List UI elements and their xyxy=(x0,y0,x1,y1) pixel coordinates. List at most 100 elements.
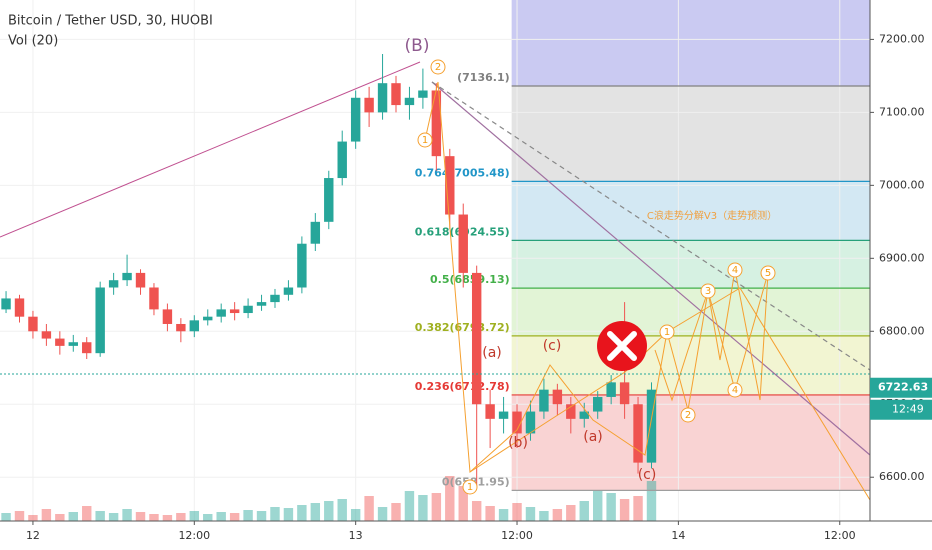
close-icon[interactable] xyxy=(597,321,647,371)
wave-number: 2 xyxy=(435,62,441,73)
wave-label: (a) xyxy=(583,429,603,445)
candle-body xyxy=(283,287,294,295)
volume-bar xyxy=(498,509,509,521)
wave-line xyxy=(424,81,769,474)
fib-zone xyxy=(511,181,870,241)
candle-body xyxy=(485,404,495,419)
volume-bar xyxy=(68,512,78,521)
volume-bar xyxy=(566,505,576,521)
candle-body xyxy=(404,97,415,106)
fib-zone xyxy=(511,335,870,395)
fib-label: 0.5(6859.13) xyxy=(430,273,510,286)
fib-label: 0.764(7005.48) xyxy=(415,166,510,179)
candles xyxy=(1,53,657,489)
price-tag-label: 6722.63 xyxy=(878,381,928,394)
candle-body xyxy=(189,320,200,332)
candle-body xyxy=(539,389,549,412)
volume-bar xyxy=(512,503,522,521)
volume-bar xyxy=(82,506,92,521)
volume-bar xyxy=(404,491,415,521)
volume-bar xyxy=(391,503,401,521)
x-tick-label: 12 xyxy=(26,529,40,542)
candle-body xyxy=(512,411,522,434)
candle-body xyxy=(28,316,38,332)
subtitle: Vol (20) xyxy=(8,34,58,49)
candle-body xyxy=(256,302,267,306)
trend-line xyxy=(0,61,421,238)
candle-body xyxy=(135,272,146,288)
candle-body xyxy=(149,287,159,310)
candle-body xyxy=(324,178,334,222)
candle-body xyxy=(243,305,253,314)
candle-body xyxy=(162,309,173,324)
x-tick-label: 13 xyxy=(349,529,363,542)
volume-bar xyxy=(418,495,428,521)
fib-zone xyxy=(511,0,870,87)
volume-bar xyxy=(149,514,159,521)
candle-body xyxy=(68,342,78,346)
wave-label: (a) xyxy=(482,345,502,361)
fib-zones xyxy=(511,0,870,491)
volume-bar xyxy=(297,505,307,521)
price-tag xyxy=(870,377,932,398)
volume-bar xyxy=(646,481,657,521)
volume-bar xyxy=(592,491,603,521)
volume-bar xyxy=(135,512,146,521)
candle-body xyxy=(619,382,630,405)
y-tick-label: 6800.00 xyxy=(879,324,925,337)
candle-body xyxy=(633,404,643,463)
candle-body xyxy=(55,338,65,346)
fib-lines: 0(6581.95) 0.236(6712.78) 0.382(6793.72) 0.… xyxy=(415,71,870,491)
candle-body xyxy=(458,214,468,273)
candle-body xyxy=(364,97,374,113)
y-tick-label: 6600.00 xyxy=(879,470,925,483)
volume-bar xyxy=(485,506,495,521)
volume xyxy=(1,476,657,521)
x-tick-label: 12:00 xyxy=(178,529,210,542)
wave-number: 3 xyxy=(705,286,711,297)
candle-body xyxy=(592,396,603,412)
y-tick-label: 6900.00 xyxy=(879,251,925,264)
fib-label: 0(6581.95) xyxy=(442,475,510,488)
note: C浪走势分解V3（走势预测） xyxy=(647,209,777,222)
volume-bar xyxy=(283,508,294,521)
volume-bar xyxy=(256,511,267,521)
fib-zone xyxy=(511,86,870,182)
volume-bar xyxy=(28,515,38,521)
price-axis xyxy=(870,0,932,550)
wave-label: (b) xyxy=(508,435,528,451)
volume-bar xyxy=(552,509,563,521)
candle-body xyxy=(122,272,132,281)
fib-label: (7136.1) xyxy=(457,71,510,84)
wave-label: (c) xyxy=(638,467,657,483)
candle-body xyxy=(82,342,92,354)
trend-line xyxy=(431,81,871,371)
volume-bar xyxy=(162,515,173,521)
candle-body xyxy=(445,156,455,215)
wave-number: 2 xyxy=(685,410,691,421)
volume-bar xyxy=(41,509,52,521)
x-tick-label: 12:00 xyxy=(501,529,533,542)
wave-number: 1 xyxy=(467,482,473,493)
candle-body xyxy=(41,331,52,339)
y-tick-label: 7000.00 xyxy=(879,178,925,191)
volume-bar xyxy=(95,511,105,521)
candle-body xyxy=(1,298,11,310)
candle-body xyxy=(391,83,401,106)
volume-bar xyxy=(350,509,361,521)
volume-bar xyxy=(122,509,132,521)
candle-body xyxy=(552,389,563,405)
volume-bar xyxy=(216,512,226,521)
volume-bar xyxy=(55,514,65,521)
volume-bar xyxy=(606,493,616,521)
wave-number: 4 xyxy=(732,385,738,396)
volume-bar xyxy=(310,503,321,521)
candle-body xyxy=(310,221,321,244)
candle-body xyxy=(14,298,25,317)
volume-bar xyxy=(539,511,549,521)
candle-body xyxy=(108,280,119,288)
volume-bar xyxy=(108,513,119,521)
volume-bar xyxy=(619,499,630,521)
candle-body xyxy=(216,309,226,317)
